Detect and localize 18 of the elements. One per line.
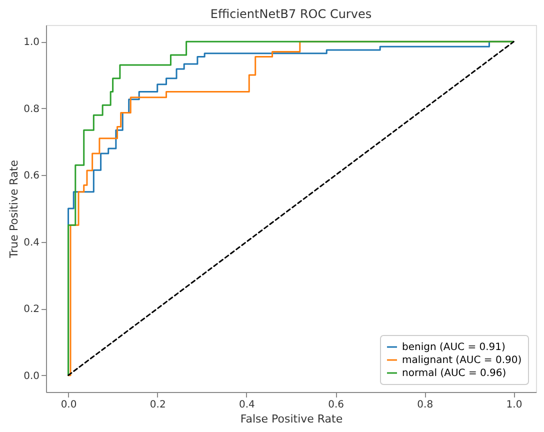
x-tick-label: 0.2 [150,400,166,410]
y-tick-label: 0.4 [24,237,40,248]
x-tick-label: 0.6 [328,400,344,410]
x-tick-label: 0.4 [239,400,255,410]
y-tick-label: 0.6 [24,170,40,182]
y-tick-label: 1.0 [24,37,40,48]
x-tick-label: 1.0 [506,400,522,410]
chart-title: EfficientNetB7 ROC Curves [210,7,372,21]
legend-label: normal (AUC = 0.96) [402,368,506,379]
x-tick-label: 0.0 [60,400,77,410]
y-axis-title: True Positive Rate [8,160,21,259]
x-axis-title: False Positive Rate [240,412,343,426]
y-tick-label: 0.8 [24,104,40,115]
legend-label: benign (AUC = 0.91) [402,342,506,353]
y-tick-label: 0.0 [24,370,40,382]
y-tick-label: 0.2 [24,304,40,316]
x-tick-label: 0.8 [417,400,434,410]
legend-label: malignant (AUC = 0.90) [402,355,522,366]
